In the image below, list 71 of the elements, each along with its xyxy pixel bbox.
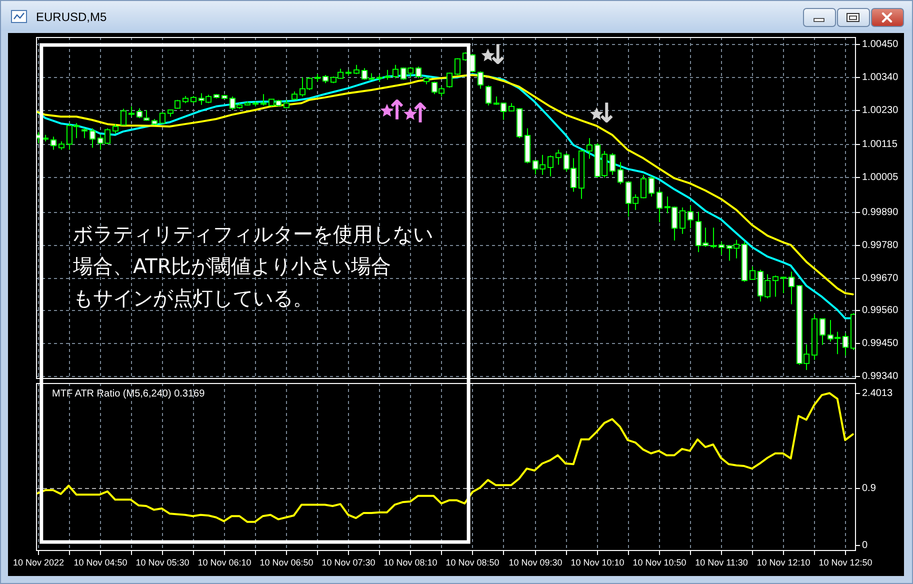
candlestick <box>547 154 554 177</box>
candlestick <box>50 136 57 150</box>
annotation: ボラティリティフィルターを使用しない場合、ATR比が閾値より小さい場合もサインが点灯している。 <box>72 222 433 310</box>
candlestick <box>648 176 655 197</box>
y-tick-label: 1.00340 <box>862 72 899 84</box>
annotation: ↓ <box>487 40 509 71</box>
candlestick <box>819 318 826 346</box>
y-tick-label: 2.4013 <box>862 388 894 400</box>
x-tick-label: 10 Nov 05:30 <box>136 557 190 568</box>
x-tick-label: 10 Nov 06:10 <box>198 557 252 568</box>
x-tick-label: 10 Nov 11:30 <box>695 557 748 568</box>
y-tick-label: 0.9 <box>862 483 876 494</box>
y-tick-label: 0.99450 <box>862 338 899 350</box>
x-tick-label: 10 Nov 12:10 <box>756 557 810 568</box>
candlestick <box>656 189 663 223</box>
chart-title: EURUSD,M5 <box>36 10 107 24</box>
annotation: ↑ <box>386 96 408 126</box>
x-tick-label: 10 Nov 06:50 <box>260 557 314 568</box>
candlestick <box>788 271 795 305</box>
annotation: ↑ <box>409 99 432 130</box>
candlestick <box>353 64 360 75</box>
candlestick <box>143 110 150 122</box>
x-tick-label: 10 Nov 10:50 <box>632 557 686 568</box>
y-tick-label: 1.00005 <box>862 172 899 184</box>
x-tick-label: 10 Nov 08:10 <box>384 557 438 568</box>
candlestick <box>640 174 647 199</box>
candlestick <box>749 266 756 280</box>
candlestick <box>260 94 267 106</box>
candlestick <box>687 204 694 229</box>
candlestick <box>609 152 616 176</box>
candlestick <box>112 124 119 134</box>
candlestick <box>586 138 593 160</box>
y-tick-label: 1.00450 <box>862 39 899 50</box>
candlestick <box>617 162 624 185</box>
y-tick-label: 0.99670 <box>862 273 899 284</box>
x-tick-label: 10 Nov 07:30 <box>322 557 376 568</box>
candlestick <box>555 149 562 166</box>
x-tick-label: 10 Nov 12:50 <box>818 557 872 568</box>
y-tick-label: 1.00115 <box>862 139 898 150</box>
candlestick <box>710 227 717 249</box>
x-tick-label: 10 Nov 10:10 <box>570 557 624 568</box>
x-tick-label: 10 Nov 2022 <box>12 557 64 568</box>
candlestick <box>718 241 725 256</box>
candlestick <box>446 72 453 88</box>
y-tick-label: 0.99780 <box>862 240 899 252</box>
x-tick-label: 10 Nov 08:50 <box>446 557 500 568</box>
candlestick <box>120 108 127 126</box>
candlestick <box>392 64 399 79</box>
candlestick <box>384 69 391 80</box>
x-tick-label: 10 Nov 09:30 <box>508 557 562 568</box>
text: MTF ATR Ratio (M5,6,240) 0.3169 <box>52 388 206 400</box>
y-tick-label: 0 <box>862 540 868 552</box>
candlestick <box>485 84 492 106</box>
candlestick <box>842 332 849 356</box>
x-tick-label: 10 Nov 04:50 <box>74 557 128 568</box>
y-tick-label: 0.99560 <box>862 305 899 316</box>
annotation: ↓ <box>596 99 618 130</box>
y-tick-label: 0.99340 <box>862 371 899 382</box>
candlestick <box>772 274 779 298</box>
candlestick <box>454 58 461 76</box>
candlestick <box>477 70 484 90</box>
candlestick <box>136 108 143 119</box>
candlestick <box>128 106 135 118</box>
y-tick-label: 0.99890 <box>862 207 899 218</box>
candlestick <box>780 276 787 294</box>
candlestick <box>159 112 166 124</box>
candlestick <box>415 66 422 79</box>
candlestick <box>679 207 686 234</box>
candlestick <box>81 128 88 139</box>
y-tick-label: 1.00230 <box>862 105 899 116</box>
candlestick <box>89 128 96 148</box>
